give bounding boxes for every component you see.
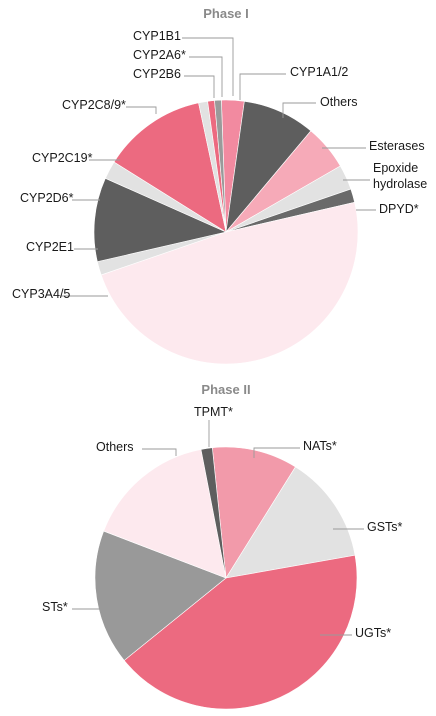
slice-label-cyp2c8-9: CYP2C8/9*: [62, 98, 126, 112]
slice-label-cyp2b6: CYP2B6: [133, 67, 181, 81]
pie-slice-gsts: [225, 466, 356, 579]
slice-label-cyp1a1-2: CYP1A1/2: [290, 65, 348, 79]
pie-slice-sts: [94, 530, 227, 661]
slice-label-sts: STs*: [42, 600, 68, 614]
pie-slice-cyp1b1: [214, 99, 227, 233]
leader-line-cyp1b1: [182, 37, 234, 96]
slice-label-gsts: GSTs*: [367, 520, 403, 534]
pie-slice-others: [103, 449, 227, 579]
chart-title: Phase II: [201, 382, 250, 397]
slice-label-cyp3a4-5: CYP3A4/5: [12, 287, 70, 301]
slice-label-cyp1b1: CYP1B1: [133, 29, 181, 43]
leader-line-cyp1a1-2: [239, 73, 286, 100]
slice-label-cyp2d6: CYP2D6*: [20, 191, 74, 205]
pie-chart-phase-i: Phase I CYP1A1/2 Others Esterases Epoxide hyd…: [12, 6, 427, 365]
pie-chart-phase-ii: Phase II NATs* GSTs* UGTs* STs* Others TPMT*: [42, 382, 403, 710]
slice-label-others: Others: [320, 95, 358, 109]
pie-slice-nats: [211, 446, 296, 579]
leader-line-nats: [253, 447, 300, 458]
pie-slice-cyp2d6: [93, 177, 227, 263]
slice-label-cyp2e1: CYP2E1: [26, 240, 74, 254]
slice-label-epoxide-hydrolase-line-2: hydrolase: [373, 177, 427, 191]
slice-label-esterases: Esterases: [369, 139, 425, 153]
slice-label-others: Others: [96, 440, 134, 454]
slice-label-nats: NATs*: [303, 439, 337, 453]
slice-label-cyp2a6: CYP2A6*: [133, 48, 186, 62]
leader-line-others: [282, 102, 316, 118]
leader-line-others: [142, 448, 177, 456]
pie-slice-cyp3a4-5: [100, 201, 359, 365]
slice-label-cyp2c19: CYP2C19*: [32, 151, 93, 165]
pie-slice-ugts: [123, 554, 358, 710]
slice-label-ugts: UGTs*: [355, 626, 391, 640]
slice-label-tpmt: TPMT*: [194, 405, 233, 419]
slice-label-dpyd: DPYD*: [379, 202, 419, 216]
leader-line-cyp2b6: [184, 75, 215, 98]
leader-line-cyp2c8-9: [126, 106, 157, 114]
pie-slice-cyp2c8-9: [113, 102, 227, 233]
chart-title: Phase I: [203, 6, 249, 21]
pie-slice-tpmt: [200, 447, 227, 579]
slice-label-epoxide-hydrolase-line-1: Epoxide: [373, 161, 418, 175]
leader-line-cyp2a6: [189, 56, 223, 97]
